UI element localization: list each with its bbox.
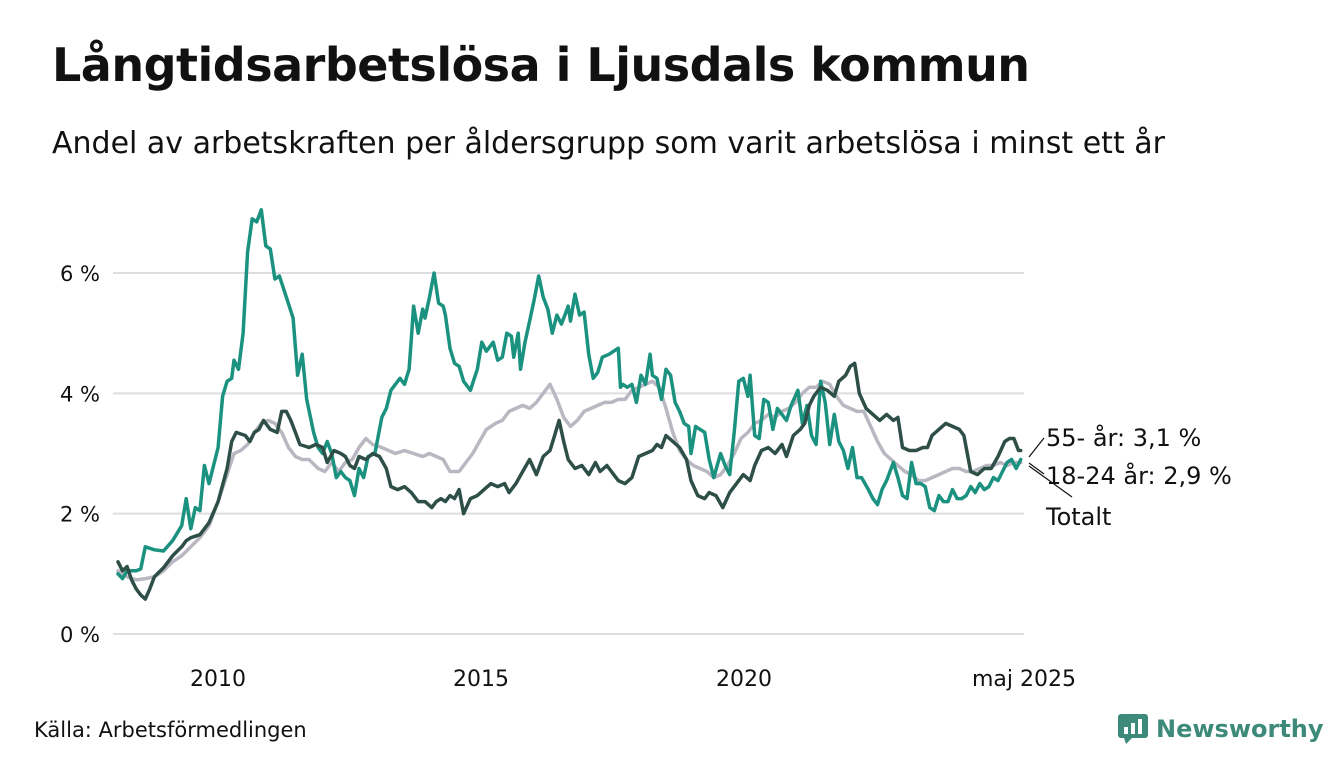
newsworthy-logo-icon bbox=[1118, 714, 1148, 744]
end-label-leader bbox=[1028, 437, 1045, 458]
chart: 0 % 2 % 4 % 6 % 2010 2015 2020 maj 2025 18-24 … bbox=[60, 208, 1232, 692]
y-axis-ticks: 0 % 2 % 4 % 6 % bbox=[60, 262, 100, 647]
end-labels: 18-24 år: 2,9 % 55- år: 3,1 % Totalt bbox=[1028, 423, 1232, 531]
brand-logo[interactable]: Newsworthy bbox=[1118, 712, 1324, 746]
end-label-leader bbox=[1028, 465, 1073, 498]
y-tick-label: 4 % bbox=[60, 382, 100, 406]
x-axis-ticks: 2010 2015 2020 maj 2025 bbox=[190, 667, 1076, 692]
chart-title: Långtidsarbetslösa i Ljusdals kommun bbox=[52, 38, 1030, 92]
series-end-label: 55- år: 3,1 % bbox=[1046, 423, 1201, 452]
chart-subtitle: Andel av arbetskraften per åldersgrupp s… bbox=[52, 126, 1165, 161]
brand-name: Newsworthy bbox=[1156, 715, 1324, 743]
y-tick-label: 0 % bbox=[60, 623, 100, 647]
source-note: Källa: Arbetsförmedlingen bbox=[34, 718, 307, 742]
series-line-55-r bbox=[116, 361, 1023, 601]
x-tick-label: 2010 bbox=[190, 667, 246, 692]
x-tick-label: 2015 bbox=[453, 667, 509, 692]
grid-lines bbox=[113, 272, 1024, 635]
x-tick-label: 2020 bbox=[716, 667, 772, 692]
end-label-leader bbox=[1028, 462, 1045, 475]
y-tick-label: 2 % bbox=[60, 503, 100, 527]
series-line-totalt bbox=[116, 379, 1023, 582]
y-tick-label: 6 % bbox=[60, 262, 100, 286]
series-end-label: 18-24 år: 2,9 % bbox=[1046, 461, 1232, 490]
series-lines bbox=[116, 208, 1023, 601]
x-tick-label: maj 2025 bbox=[972, 667, 1076, 692]
series-line-18-24-r bbox=[116, 208, 1023, 581]
series-end-label: Totalt bbox=[1045, 503, 1111, 531]
